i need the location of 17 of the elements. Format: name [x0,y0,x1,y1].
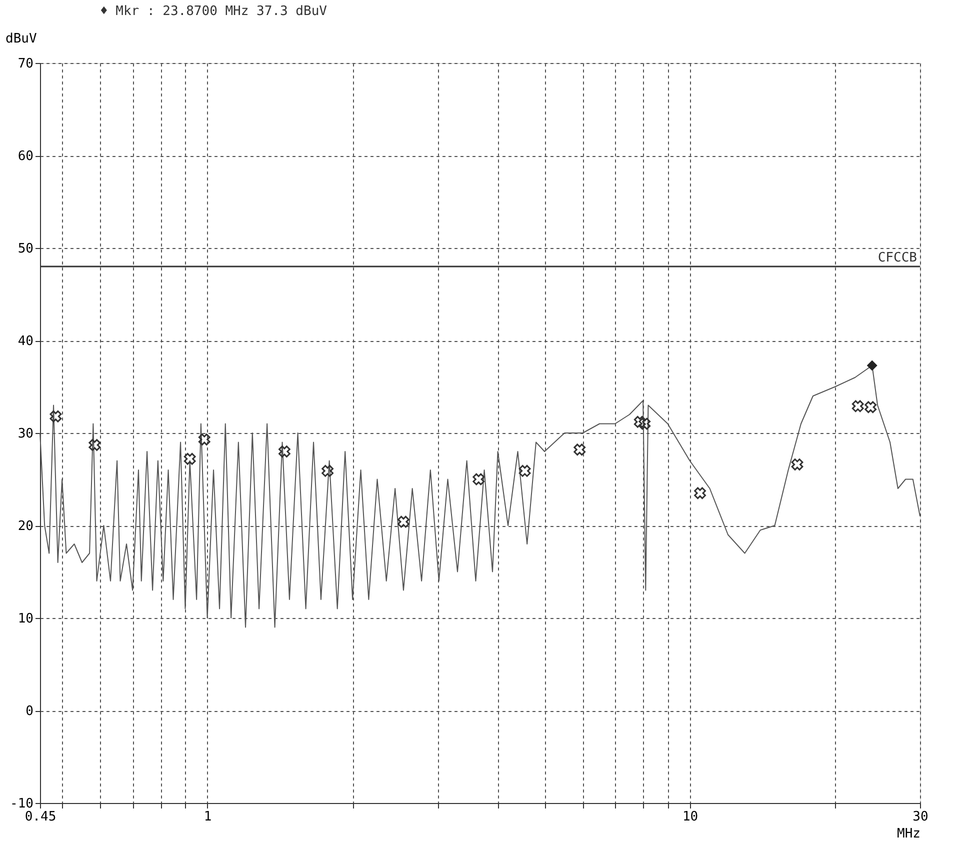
chart-title: ♦ Mkr : 23.8700 MHz 37.3 dBuV [100,4,328,19]
y-tick-label: 20 [18,519,34,534]
y-tick-label: 50 [18,242,34,256]
x-tick-label: 30 [912,810,928,824]
y-tick-label: 0 [26,704,34,719]
ref-line-label: CFCCB [878,250,918,266]
y-tick-label: 40 [18,334,34,349]
x-tick-label: 10 [682,810,698,824]
y-tick-label: 10 [18,612,34,626]
y-tick-label: -10 [10,796,34,812]
x-tick-label: 0.45 [24,810,56,824]
y-axis-title: dBuV [6,32,37,46]
y-tick-label: 60 [18,149,34,164]
y-tick-label: 70 [18,56,34,72]
y-tick-label: 30 [18,426,34,442]
x-tick-label: 1 [204,810,212,824]
x-axis-title: MHz [897,826,920,842]
